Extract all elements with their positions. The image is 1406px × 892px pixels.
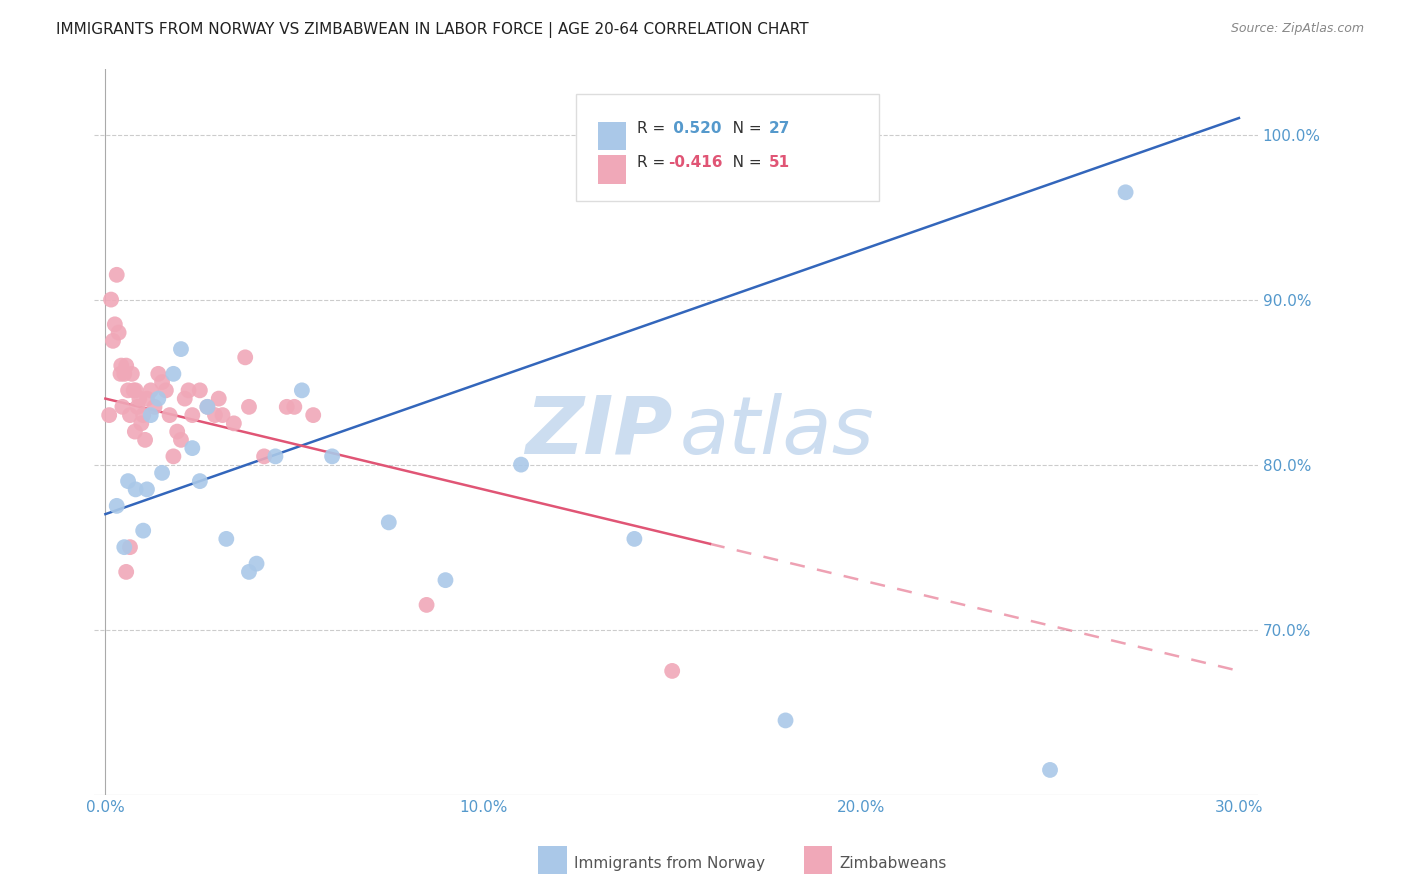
Point <box>110 359 132 373</box>
Point <box>124 384 146 398</box>
Text: 51: 51 <box>769 155 790 169</box>
Point <box>136 483 159 497</box>
Point <box>166 425 188 439</box>
Point <box>105 268 128 282</box>
Point <box>132 408 155 422</box>
Point <box>177 384 200 398</box>
Point <box>115 565 138 579</box>
Point <box>128 392 150 406</box>
Point <box>197 400 219 414</box>
Text: ZIP: ZIP <box>524 392 672 471</box>
Point <box>204 408 226 422</box>
Point <box>98 408 121 422</box>
Point <box>150 375 173 389</box>
Point <box>139 408 162 422</box>
Point <box>107 326 129 340</box>
Point <box>155 384 177 398</box>
Point <box>188 474 211 488</box>
Point <box>276 400 298 414</box>
Point <box>121 367 143 381</box>
Point <box>181 441 204 455</box>
Point <box>1115 186 1137 200</box>
Point <box>238 400 260 414</box>
Point <box>173 392 195 406</box>
Point <box>170 342 193 356</box>
Point <box>197 400 219 414</box>
Point <box>233 351 256 365</box>
Point <box>415 598 437 612</box>
Point <box>623 532 645 546</box>
Point <box>117 474 139 488</box>
Text: N =: N = <box>718 121 766 136</box>
Point <box>139 384 162 398</box>
Point <box>253 450 276 464</box>
Point <box>118 408 141 422</box>
Point <box>1039 763 1062 777</box>
Point <box>124 425 146 439</box>
Point <box>222 417 245 431</box>
Point <box>661 664 683 678</box>
Point <box>170 433 193 447</box>
Point <box>136 392 159 406</box>
Text: Immigrants from Norway: Immigrants from Norway <box>574 856 765 871</box>
Point <box>110 367 132 381</box>
Text: atlas: atlas <box>679 392 875 471</box>
Point <box>112 367 135 381</box>
Point <box>132 524 155 538</box>
Point <box>162 367 184 381</box>
Text: IMMIGRANTS FROM NORWAY VS ZIMBABWEAN IN LABOR FORCE | AGE 20-64 CORRELATION CHAR: IMMIGRANTS FROM NORWAY VS ZIMBABWEAN IN … <box>56 22 808 38</box>
Text: N =: N = <box>718 155 766 169</box>
Point <box>321 450 343 464</box>
Point <box>134 433 156 447</box>
Point <box>245 557 267 571</box>
Point <box>100 293 122 307</box>
Text: R =: R = <box>637 155 671 169</box>
Point <box>264 450 287 464</box>
Point <box>127 400 149 414</box>
Point <box>122 384 145 398</box>
Point <box>117 384 139 398</box>
Point <box>105 499 128 513</box>
Point <box>115 359 138 373</box>
Point <box>302 408 325 422</box>
Point <box>112 540 135 554</box>
Point <box>104 318 127 332</box>
Point <box>118 540 141 554</box>
Point <box>208 392 231 406</box>
Text: 27: 27 <box>769 121 790 136</box>
Point <box>124 483 146 497</box>
Text: Source: ZipAtlas.com: Source: ZipAtlas.com <box>1230 22 1364 36</box>
Point <box>434 573 457 587</box>
Point <box>775 714 797 728</box>
Text: -0.416: -0.416 <box>668 155 723 169</box>
Point <box>291 384 314 398</box>
Point <box>188 384 211 398</box>
Text: R =: R = <box>637 121 671 136</box>
Point <box>101 334 124 348</box>
Point <box>150 466 173 480</box>
Point <box>215 532 238 546</box>
Point <box>143 400 166 414</box>
Point <box>510 458 533 472</box>
Point <box>162 450 184 464</box>
Point <box>148 367 170 381</box>
Point <box>159 408 181 422</box>
Point <box>181 408 204 422</box>
Point <box>111 400 134 414</box>
Point <box>148 392 170 406</box>
Point <box>378 516 401 530</box>
Text: Zimbabweans: Zimbabweans <box>839 856 946 871</box>
Point <box>238 565 260 579</box>
Point <box>283 400 305 414</box>
Point <box>129 417 152 431</box>
Text: 0.520: 0.520 <box>668 121 721 136</box>
Point <box>211 408 233 422</box>
